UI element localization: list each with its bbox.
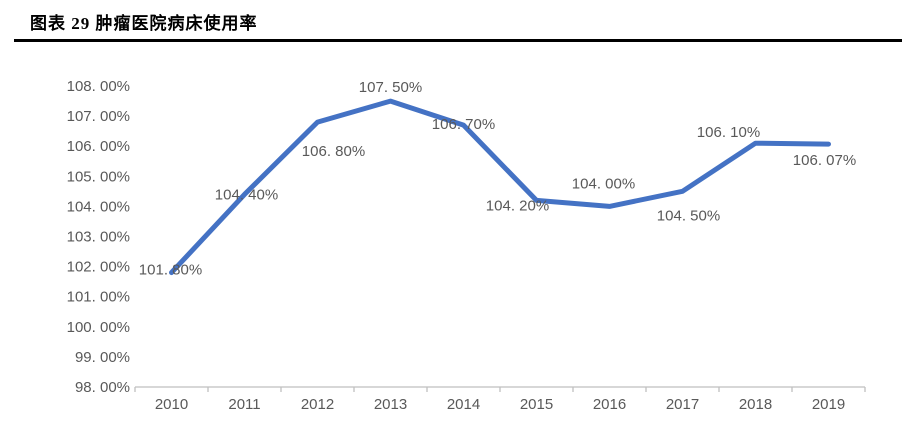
data-label: 106. 70% <box>432 116 495 133</box>
y-tick-label: 98. 00% <box>75 379 130 396</box>
y-tick-label: 106. 00% <box>67 138 130 155</box>
data-label: 106. 10% <box>697 124 760 141</box>
figure-title: 图表 29 肿瘤医院病床使用率 <box>30 14 258 33</box>
data-label: 107. 50% <box>359 79 422 96</box>
data-label: 104. 00% <box>572 175 635 192</box>
x-tick-label: 2012 <box>301 396 334 413</box>
data-label: 101. 80% <box>139 262 202 279</box>
x-tick-label: 2015 <box>520 396 553 413</box>
data-label: 104. 20% <box>486 197 549 214</box>
x-tick-label: 2016 <box>593 396 626 413</box>
y-tick-label: 105. 00% <box>67 168 130 185</box>
y-tick-label: 108. 00% <box>67 78 130 95</box>
y-tick-label: 104. 00% <box>67 198 130 215</box>
x-tick-label: 2017 <box>666 396 699 413</box>
x-tick-label: 2018 <box>739 396 772 413</box>
x-tick-label: 2013 <box>374 396 407 413</box>
y-tick-label: 103. 00% <box>67 229 130 246</box>
data-label: 104. 50% <box>657 207 720 224</box>
y-tick-label: 99. 00% <box>75 349 130 366</box>
series-line <box>169 98 831 276</box>
data-label: 106. 80% <box>302 143 365 160</box>
title-underline-rule <box>14 39 902 42</box>
x-tick-label: 2011 <box>228 396 260 413</box>
y-tick-label: 100. 00% <box>67 319 130 336</box>
y-tick-label: 107. 00% <box>67 108 130 125</box>
x-tick-label: 2019 <box>812 396 845 413</box>
bed-utilization-line-chart: 98. 00% 99. 00% 100. 00% 101. 00% 102. 00% 10… <box>67 78 866 413</box>
data-label: 104. 40% <box>215 186 278 203</box>
y-tick-label: 102. 00% <box>67 259 130 276</box>
x-tick-label: 2010 <box>155 396 188 413</box>
x-tick-label: 2014 <box>447 396 480 413</box>
y-tick-label: 101. 00% <box>67 289 130 306</box>
data-label: 106. 07% <box>793 152 856 169</box>
